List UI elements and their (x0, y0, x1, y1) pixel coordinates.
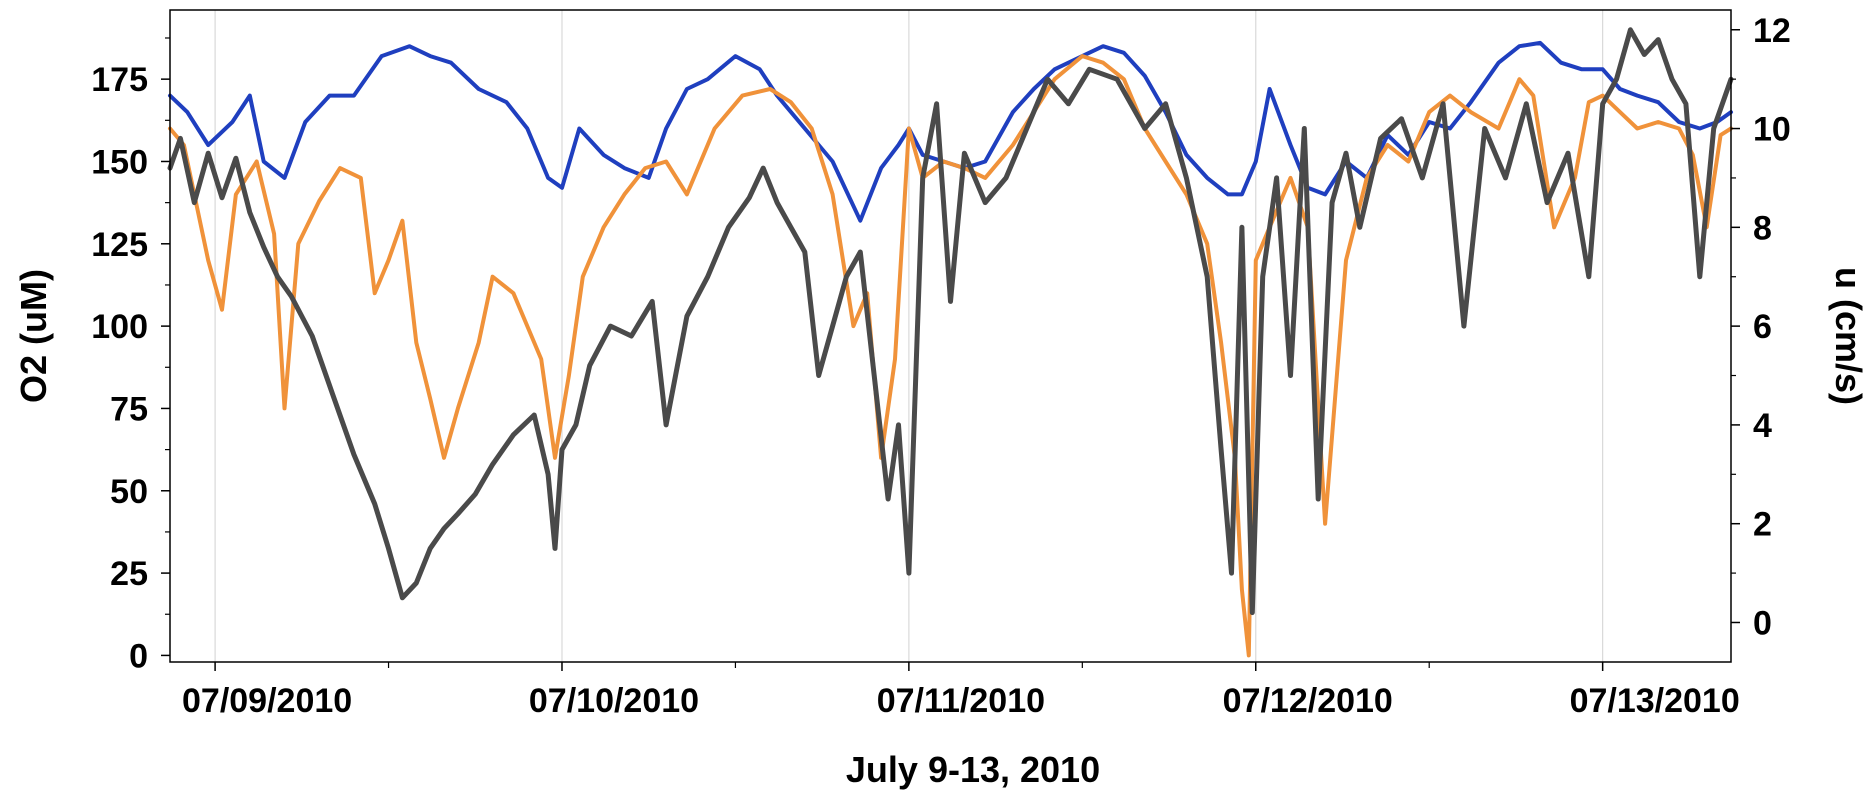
y-tick-label: 25 (110, 555, 148, 593)
y2-tick-label: 6 (1753, 308, 1772, 346)
x-tick-label: 07/11/2010 (877, 682, 1045, 720)
x-axis-title: July 9-13, 2010 (846, 749, 1100, 790)
left-axis-title: O2 (uM) (13, 269, 54, 403)
plot-frame (169, 9, 1732, 663)
x-tick-label: 07/12/2010 (1223, 682, 1393, 720)
x-tick-label: 07/13/2010 (1570, 682, 1740, 720)
series-layer (167, 27, 1734, 658)
series-line-2 (168, 54, 1733, 658)
y-tick-label: 100 (91, 308, 148, 346)
left-axis-ticks: 0 25 50 75 100 125 150 175 (91, 37, 170, 675)
x-axis-ticks: 07/09/2010 07/10/2010 07/11/2010 07/12/2010… (182, 662, 1740, 720)
y2-tick-label: 2 (1753, 506, 1772, 544)
series-line-1 (168, 40, 1733, 223)
y2-tick-label: 0 (1753, 604, 1772, 642)
right-axis-ticks: 0 2 4 6 8 10 12 (1731, 12, 1791, 642)
y2-tick-label: 10 (1753, 111, 1791, 149)
y2-tick-label: 4 (1753, 407, 1772, 445)
right-axis-title: u (cm/s) (1828, 267, 1869, 405)
y-tick-label: 150 (91, 143, 148, 181)
series-line-3 (167, 27, 1734, 616)
x-tick-label: 07/09/2010 (182, 682, 352, 720)
x-tick-label: 07/10/2010 (529, 682, 699, 720)
y2-tick-label: 12 (1753, 12, 1791, 50)
y-tick-label: 75 (110, 390, 148, 428)
y-tick-label: 50 (110, 473, 148, 511)
y-tick-label: 125 (91, 226, 148, 264)
y-tick-label: 0 (129, 637, 148, 675)
y2-tick-label: 8 (1753, 209, 1772, 247)
y-tick-label: 175 (91, 61, 148, 99)
